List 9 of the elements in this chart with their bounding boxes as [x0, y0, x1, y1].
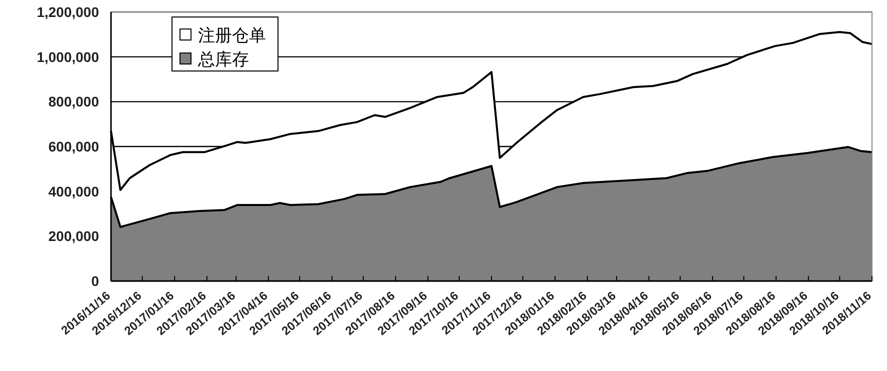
y-tick-label: 0 — [91, 273, 100, 289]
y-tick-label: 200,000 — [48, 228, 100, 244]
legend-label: 总库存 — [197, 50, 249, 69]
legend-label: 注册仓单 — [198, 26, 266, 45]
y-tick-label: 1,000,000 — [36, 48, 100, 65]
y-tick-label: 800,000 — [48, 94, 100, 110]
y-tick-label: 1,200,000 — [36, 4, 100, 20]
y-tick-label: 400,000 — [48, 183, 100, 200]
y-tick-label: 600,000 — [48, 138, 100, 154]
